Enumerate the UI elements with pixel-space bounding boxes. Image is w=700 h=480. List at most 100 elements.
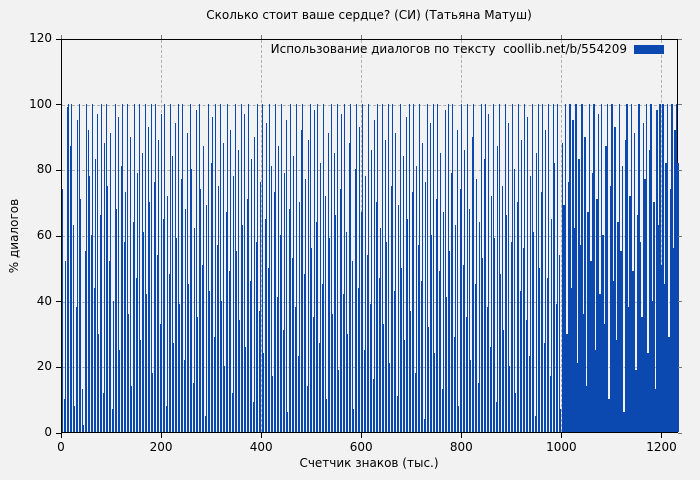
impulse-bar [336, 103, 338, 432]
impulse-bar [645, 103, 648, 432]
impulse-bar [402, 156, 404, 432]
impulse-bar [87, 129, 89, 432]
impulse-bar [530, 175, 532, 432]
impulse-bar [374, 120, 376, 432]
impulse-bar [626, 103, 628, 432]
impulse-bar [407, 218, 409, 432]
impulse-bar [114, 103, 116, 432]
impulse-bar [560, 409, 562, 432]
impulse-bar [611, 103, 613, 432]
impulse-bar [366, 254, 368, 432]
impulse-bar [212, 116, 214, 432]
impulse-bar [605, 146, 607, 432]
impulse-bar [189, 103, 191, 432]
impulse-bar [96, 113, 98, 432]
impulse-bar [207, 103, 209, 432]
impulse-bar [111, 409, 113, 432]
impulse-bar [575, 103, 577, 432]
impulse-bar [341, 113, 343, 432]
impulse-bar [615, 340, 618, 432]
impulse-bar [306, 386, 308, 432]
impulse-bar [675, 103, 678, 432]
impulse-bar [251, 159, 253, 432]
impulse-bar [462, 264, 464, 432]
impulse-bar [285, 120, 287, 432]
y-tick-mark [56, 366, 61, 368]
impulse-bar [455, 225, 457, 432]
impulse-bar [585, 386, 588, 432]
chart-title: Сколько стоит ваше сердце? (СИ) (Татьяна… [206, 8, 532, 22]
impulse-bar [218, 185, 220, 432]
impulse-bar [126, 103, 128, 432]
impulse-bar [149, 202, 151, 432]
impulse-bar [416, 166, 418, 432]
impulse-bar [393, 290, 395, 432]
impulse-bar [339, 189, 341, 432]
impulse-bar [161, 113, 163, 432]
impulse-bar [507, 123, 509, 432]
impulse-bar [254, 136, 256, 432]
impulse-bar [395, 133, 397, 432]
impulse-bar [591, 172, 594, 432]
impulse-bar [456, 129, 458, 432]
impulse-bar [173, 343, 175, 432]
impulse-bar [333, 152, 335, 432]
impulse-bar [318, 343, 320, 432]
y-tick-mark-mirror [678, 366, 682, 368]
impulse-bar [401, 267, 403, 432]
y-tick-mark-mirror [678, 301, 682, 303]
impulse-bar [471, 136, 473, 432]
impulse-bar [242, 225, 244, 432]
impulse-bar [105, 103, 107, 432]
impulse-bar [657, 225, 660, 432]
impulse-bar [647, 353, 649, 432]
impulse-bar [408, 103, 410, 432]
impulse-bar [414, 372, 416, 432]
impulse-bar [641, 317, 643, 432]
impulse-bar [299, 202, 301, 432]
impulse-bar [261, 103, 263, 432]
impulse-bar [72, 225, 74, 432]
impulse-bar [284, 172, 286, 432]
impulse-bar [134, 103, 136, 432]
impulse-bar [186, 133, 188, 432]
impulse-bar [444, 110, 446, 432]
impulse-bar [618, 103, 621, 432]
impulse-bar [125, 192, 127, 432]
y-tick-label: 80 [36, 162, 52, 177]
impulse-bar [528, 356, 530, 432]
impulse-bar [426, 103, 428, 432]
impulse-bar [291, 257, 293, 432]
impulse-bar [383, 323, 385, 432]
impulse-bar [527, 116, 529, 432]
y-tick-mark [56, 104, 61, 106]
impulse-bar [206, 205, 208, 432]
impulse-bar [582, 313, 585, 432]
impulse-bar [435, 198, 437, 432]
y-tick-label: 20 [36, 359, 52, 374]
x-tick-label: 1000 [546, 440, 577, 454]
impulse-bar [264, 218, 266, 432]
impulse-bar [171, 156, 173, 432]
impulse-bar [537, 103, 539, 432]
impulse-bar [81, 389, 83, 432]
impulse-bar [375, 202, 377, 432]
impulse-bar [515, 392, 517, 432]
impulse-bar [216, 244, 218, 432]
y-gridline [62, 236, 677, 237]
impulse-bar [411, 192, 413, 432]
impulse-bar [312, 317, 314, 432]
impulse-bar [351, 261, 353, 432]
y-gridline [62, 367, 677, 369]
impulse-bar [159, 323, 161, 432]
impulse-bar [620, 251, 622, 432]
impulse-bar [405, 116, 407, 432]
impulse-bar [371, 149, 373, 432]
impulse-bar [480, 103, 482, 432]
impulse-bar [378, 277, 380, 432]
impulse-bar [425, 182, 427, 432]
impulse-bar [420, 280, 422, 432]
impulse-bar [477, 382, 479, 432]
impulse-bar [428, 326, 430, 432]
impulse-bar [101, 103, 103, 432]
